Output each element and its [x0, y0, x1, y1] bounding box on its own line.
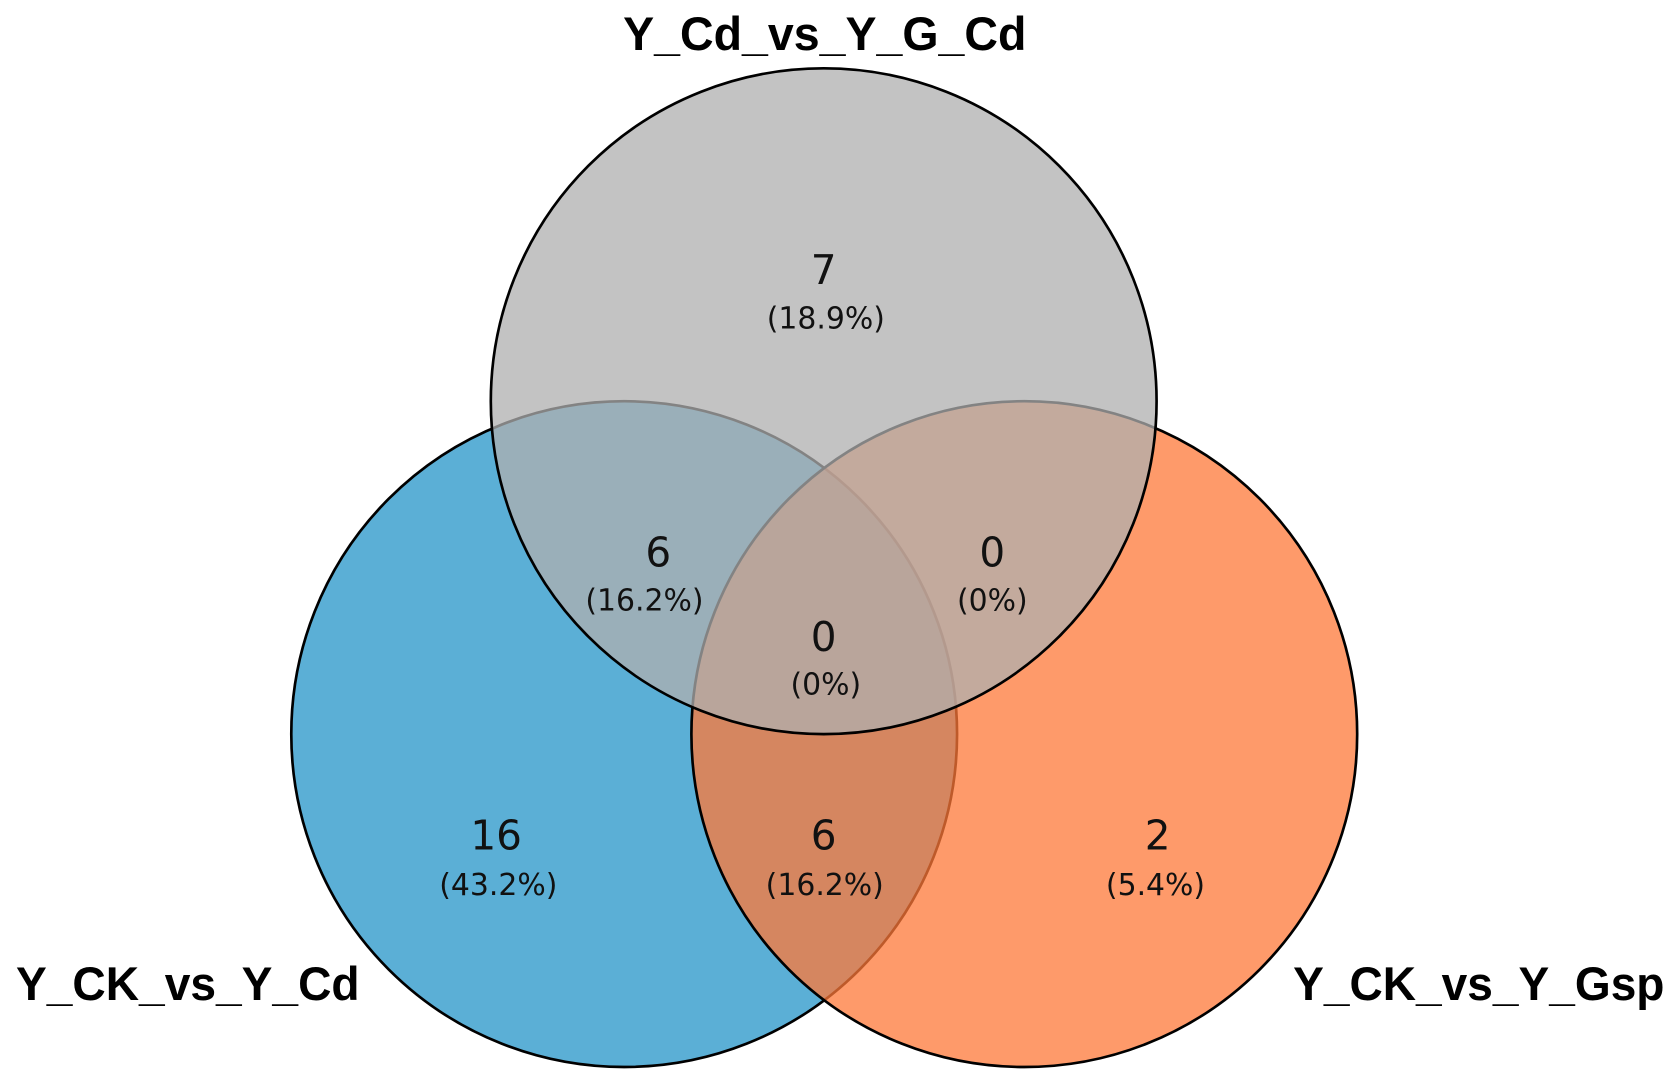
region-count-top-only: 7 [811, 246, 837, 294]
region-count-bottom-overlap: 6 [811, 811, 837, 859]
region-count-center: 0 [811, 613, 837, 661]
region-percent-left-only: (43.2%) [439, 868, 557, 903]
region-count-left-only: 16 [470, 811, 522, 859]
set-label-y-cd-vs-y-g-cd: Y_Cd_vs_Y_G_Cd [623, 8, 1026, 60]
region-count-right-only: 2 [1145, 811, 1171, 859]
region-percent-bottom-overlap: (16.2%) [766, 868, 884, 903]
region-percent-center: (0%) [790, 668, 861, 703]
region-percent-right-only: (5.4%) [1106, 868, 1205, 903]
region-count-right-top-overlap: 0 [979, 529, 1005, 577]
set-label-y-ck-vs-y-cd: Y_CK_vs_Y_Cd [16, 958, 360, 1010]
region-percent-right-top-overlap: (0%) [957, 583, 1028, 618]
region-percent-left-top-overlap: (16.2%) [585, 583, 703, 618]
region-count-left-top-overlap: 6 [645, 529, 671, 577]
set-circle-y-cd-vs-y-g-cd [489, 67, 1158, 736]
set-label-y-ck-vs-y-gsp: Y_CK_vs_Y_Gsp [1293, 958, 1664, 1010]
region-percent-top-only: (18.9%) [767, 302, 885, 337]
